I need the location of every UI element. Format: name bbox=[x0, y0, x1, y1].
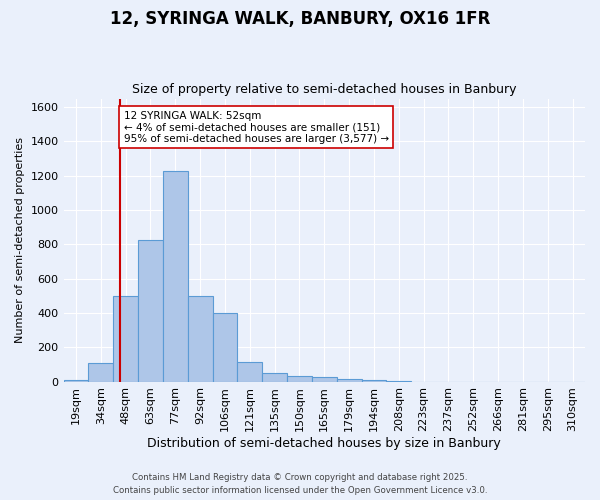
Bar bbox=[113, 296, 138, 382]
Bar bbox=[262, 373, 287, 382]
Text: Contains HM Land Registry data © Crown copyright and database right 2025.
Contai: Contains HM Land Registry data © Crown c… bbox=[113, 474, 487, 495]
Bar bbox=[386, 380, 411, 382]
Bar bbox=[88, 362, 113, 382]
Title: Size of property relative to semi-detached houses in Banbury: Size of property relative to semi-detach… bbox=[132, 83, 517, 96]
Text: 12, SYRINGA WALK, BANBURY, OX16 1FR: 12, SYRINGA WALK, BANBURY, OX16 1FR bbox=[110, 10, 490, 28]
Bar bbox=[163, 172, 188, 382]
Bar bbox=[138, 240, 163, 382]
Bar bbox=[287, 376, 312, 382]
Bar bbox=[238, 362, 262, 382]
Bar bbox=[337, 379, 362, 382]
X-axis label: Distribution of semi-detached houses by size in Banbury: Distribution of semi-detached houses by … bbox=[148, 437, 501, 450]
Y-axis label: Number of semi-detached properties: Number of semi-detached properties bbox=[15, 137, 25, 343]
Text: 12 SYRINGA WALK: 52sqm
← 4% of semi-detached houses are smaller (151)
95% of sem: 12 SYRINGA WALK: 52sqm ← 4% of semi-deta… bbox=[124, 110, 389, 144]
Bar bbox=[362, 380, 386, 382]
Bar bbox=[312, 378, 337, 382]
Bar bbox=[212, 313, 238, 382]
Bar bbox=[188, 296, 212, 382]
Bar bbox=[64, 380, 88, 382]
